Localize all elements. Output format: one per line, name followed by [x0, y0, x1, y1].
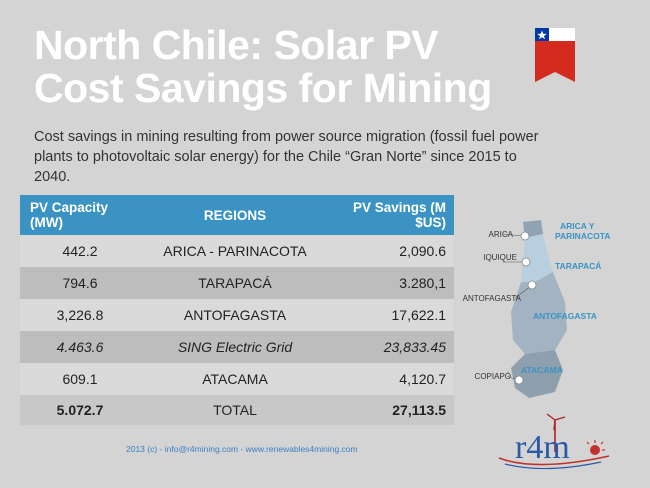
region-label-arica-line2: PARINACOTA — [555, 231, 610, 241]
logo-text: r4m — [515, 429, 570, 466]
header-savings: PV Savings (M $US) — [330, 195, 454, 235]
city-label-iquique: IQUIQUE — [483, 253, 517, 262]
city-marker-copiapo — [514, 375, 524, 385]
r4m-logo-icon: r4m — [498, 413, 610, 470]
cell-region: TOTAL — [140, 395, 330, 425]
savings-table: PV Capacity (MW) REGIONS PV Savings (M $… — [20, 195, 454, 425]
header-capacity: PV Capacity (MW) — [20, 195, 140, 235]
header-regions: REGIONS — [140, 195, 330, 235]
city-label-antofagasta: ANTOFAGASTA — [463, 294, 522, 303]
city-marker-iquique — [521, 257, 531, 267]
table-row: 442.2 ARICA - PARINACOTA 2,090.6 — [20, 235, 454, 267]
cell-region: ANTOFAGASTA — [140, 299, 330, 331]
table-row: 794.6 TARAPACÁ 3.280,1 — [20, 267, 454, 299]
cell-savings: 2,090.6 — [330, 235, 454, 267]
title-line-1: North Chile: Solar PV — [34, 22, 439, 68]
table-row: 609.1 ATACAMA 4,120.7 — [20, 363, 454, 395]
cell-capacity: 609.1 — [20, 363, 140, 395]
region-label-tarapaca: TARAPACÁ — [555, 261, 601, 271]
page-title: North Chile: Solar PV Cost Savings for M… — [34, 24, 492, 110]
footer-contact: 2013 (c) - info@r4mining.com - www.renew… — [126, 444, 358, 454]
map-region-atacama — [511, 350, 563, 398]
city-label-copiapo: COPIAPÓ — [475, 372, 511, 381]
table-row: 4.463.6 SING Electric Grid 23,833.45 — [20, 331, 454, 363]
cell-capacity: 442.2 — [20, 235, 140, 267]
cell-region: TARAPACÁ — [140, 267, 330, 299]
cell-region: ARICA - PARINACOTA — [140, 235, 330, 267]
cell-savings: 23,833.45 — [330, 331, 454, 363]
city-marker-antofagasta — [527, 280, 537, 290]
cell-region: ATACAMA — [140, 363, 330, 395]
cell-savings: 17,622.1 — [330, 299, 454, 331]
region-label-atacama: ATACAMA — [521, 365, 563, 375]
city-marker-arica — [520, 231, 530, 241]
region-label-arica-line1: ARICA Y — [560, 221, 595, 231]
north-chile-map: ARICA IQUIQUE ANTOFAGASTA COPIAPÓ ARICA … — [463, 220, 610, 398]
subtitle: Cost savings in mining resulting from po… — [34, 129, 539, 185]
cell-region: SING Electric Grid — [140, 331, 330, 363]
map-region-tarapaca — [521, 234, 553, 282]
cell-capacity: 3,226.8 — [20, 299, 140, 331]
cell-savings: 27,113.5 — [330, 395, 454, 425]
city-label-arica: ARICA — [489, 230, 514, 239]
table-row: 3,226.8 ANTOFAGASTA 17,622.1 — [20, 299, 454, 331]
title-line-2: Cost Savings for Mining — [34, 65, 492, 111]
cell-savings: 3.280,1 — [330, 267, 454, 299]
cell-savings: 4,120.7 — [330, 363, 454, 395]
map-region-antofagasta — [511, 272, 567, 354]
chile-flag-ribbon-icon — [535, 28, 575, 86]
cell-capacity: 794.6 — [20, 267, 140, 299]
cell-capacity: 4.463.6 — [20, 331, 140, 363]
table-header-row: PV Capacity (MW) REGIONS PV Savings (M $… — [20, 195, 454, 235]
table-total-row: 5.072.7 TOTAL 27,113.5 — [20, 395, 454, 425]
region-label-antofagasta: ANTOFAGASTA — [533, 311, 597, 321]
cell-capacity: 5.072.7 — [20, 395, 140, 425]
